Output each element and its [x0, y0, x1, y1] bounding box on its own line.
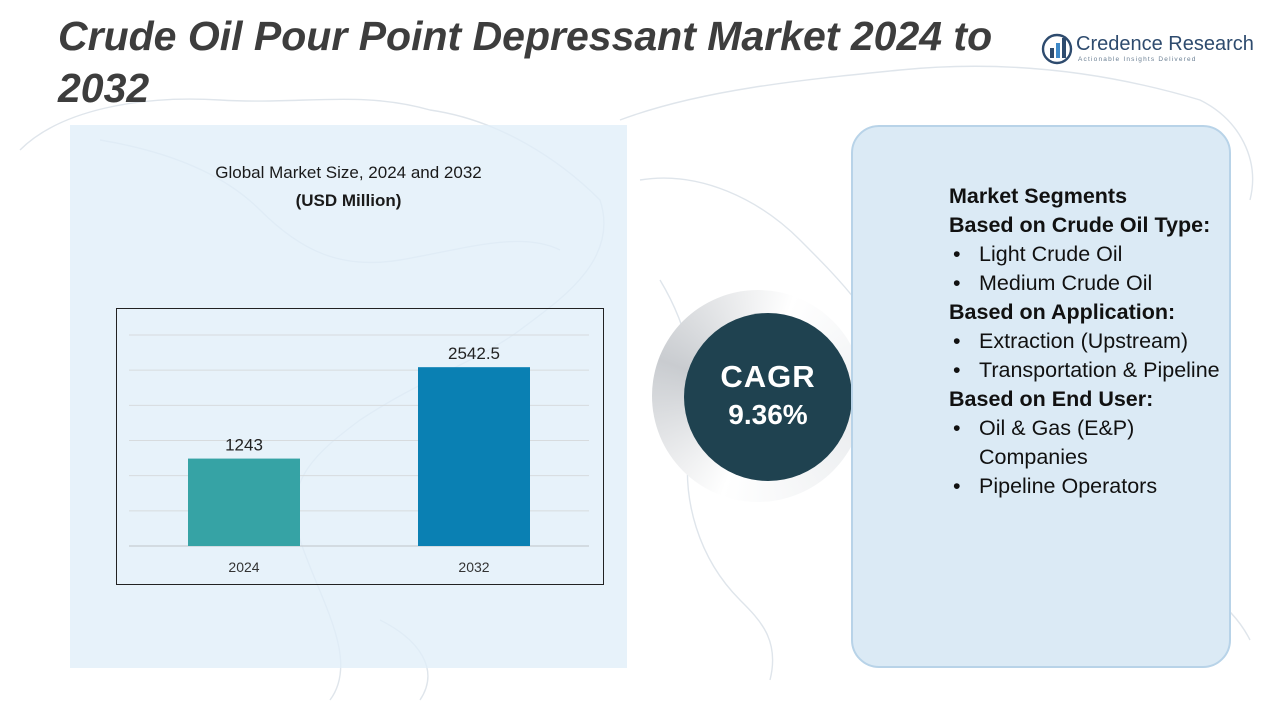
bullet-icon: • [953, 358, 961, 382]
segment-item-label: Pipeline Operators [979, 474, 1158, 498]
segment-item: • Oil & Gas (E&P) Companies [949, 414, 1229, 472]
segment-item-label: Medium Crude Oil [979, 271, 1153, 295]
segments-panel: Market Segments Based on Crude Oil Type:… [851, 125, 1231, 668]
segment-item: • Transportation & Pipeline [949, 356, 1229, 385]
market-size-panel: Global Market Size, 2024 and 2032 (USD M… [70, 125, 627, 668]
cagr-badge: CAGR 9.36% [684, 313, 852, 481]
segment-group-title: Based on Crude Oil Type: [949, 213, 1211, 237]
segments-heading: Market Segments [949, 184, 1128, 208]
segment-item: • Light Crude Oil [949, 240, 1229, 269]
bullet-icon: • [953, 271, 961, 295]
bullet-icon: • [953, 329, 961, 353]
bullet-icon: • [953, 242, 961, 266]
bar-chart-svg: 1243 2024 2542.5 2032 [129, 334, 589, 575]
bar [418, 367, 530, 546]
bar-value-label: 2542.5 [448, 344, 500, 363]
segment-item: • Medium Crude Oil [949, 269, 1229, 298]
x-tick-label: 2024 [228, 559, 259, 575]
x-tick-label: 2032 [458, 559, 489, 575]
bar [188, 458, 300, 546]
bar-value-label: 1243 [225, 436, 263, 455]
logo-name: Credence Research [1076, 33, 1254, 55]
segment-item-label: Transportation & Pipeline [979, 358, 1220, 382]
segment-item: • Pipeline Operators [949, 472, 1229, 501]
bullet-icon: • [953, 416, 961, 440]
segment-group-title: Based on Application: [949, 300, 1176, 324]
logo-tagline: Actionable Insights Delivered [1078, 56, 1197, 63]
cagr-label: CAGR [720, 359, 816, 394]
page-title: Crude Oil Pour Point Depressant Market 2… [58, 13, 993, 111]
segment-item-label: Oil & Gas (E&P) Companies [979, 416, 1135, 469]
chart-heading: Global Market Size, 2024 and 2032 [215, 163, 482, 182]
bullet-icon: • [953, 474, 961, 498]
company-logo: Credence Research Actionable Insights De… [1040, 30, 1260, 70]
segment-item: • Extraction (Upstream) [949, 327, 1229, 356]
bar-chart-globe-icon [1041, 33, 1073, 65]
segments-list: Market Segments Based on Crude Oil Type:… [949, 182, 1229, 501]
segment-group-title: Based on End User: [949, 387, 1154, 411]
bar-chart: 1243 2024 2542.5 2032 [116, 308, 604, 585]
chart-unit: (USD Million) [295, 191, 402, 210]
cagr-value: 9.36% [728, 399, 808, 430]
segment-item-label: Light Crude Oil [979, 242, 1123, 266]
segment-item-label: Extraction (Upstream) [979, 329, 1189, 353]
